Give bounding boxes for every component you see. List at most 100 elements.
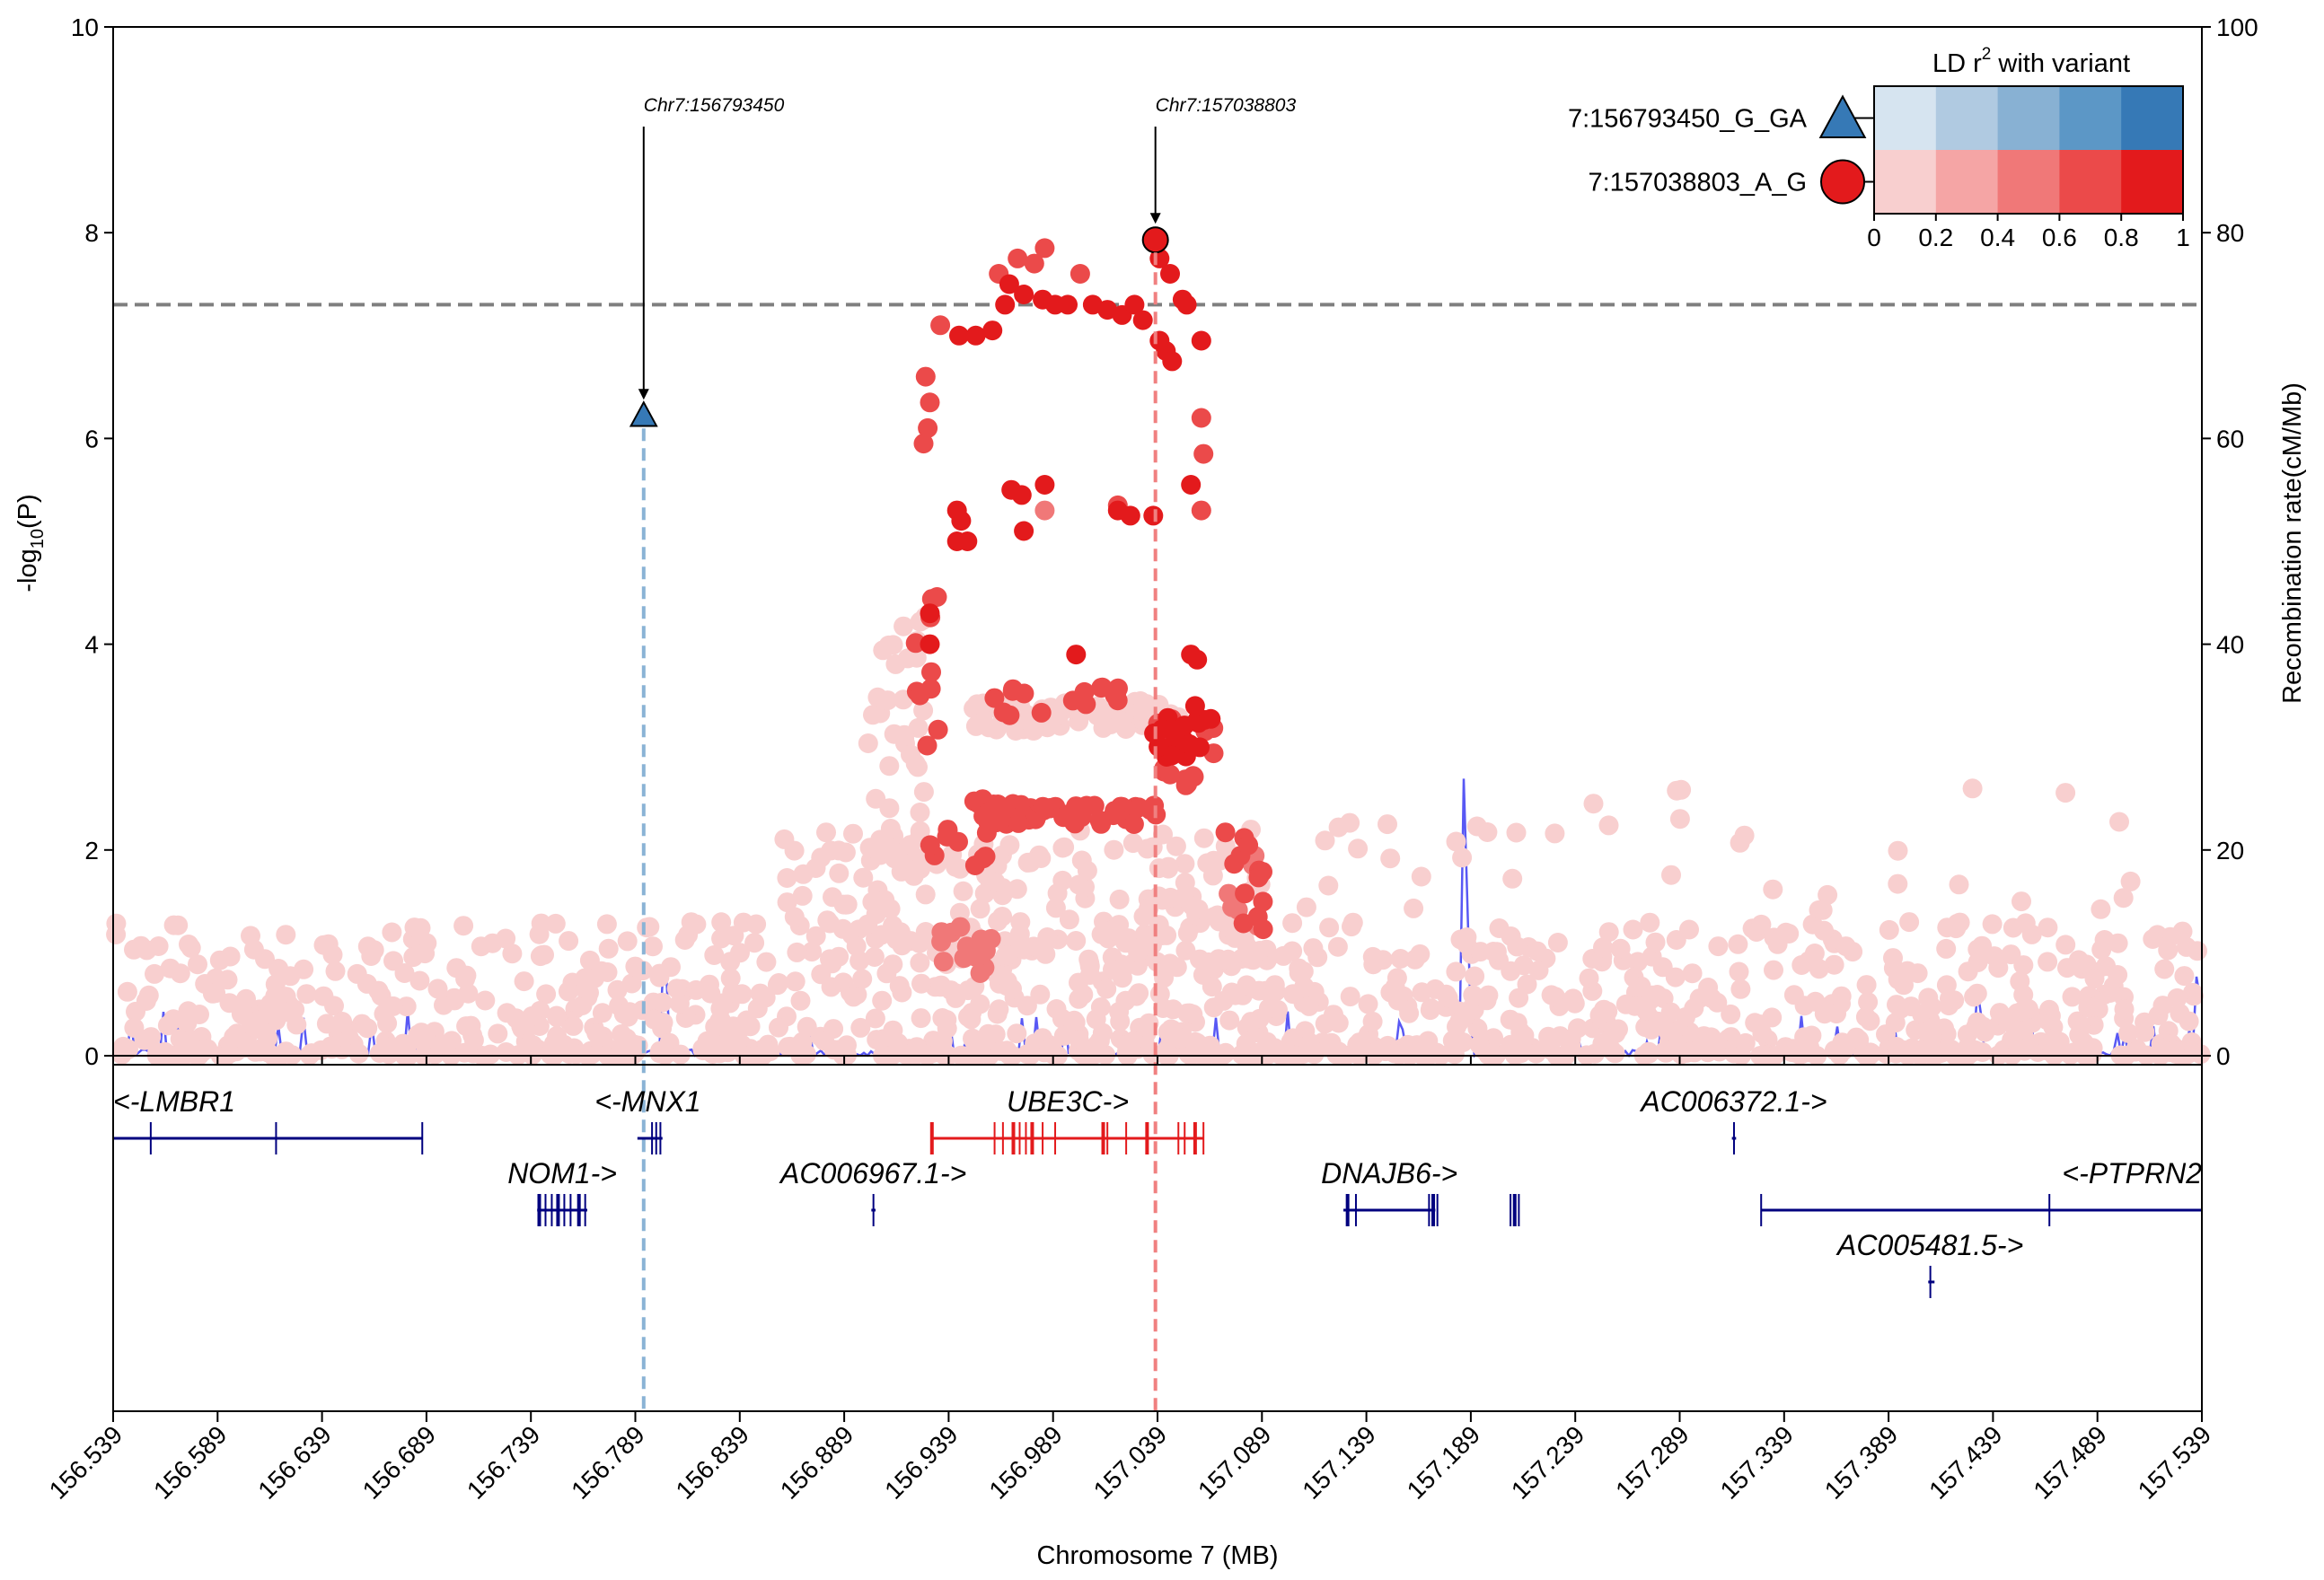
snp-circle [1002, 680, 1023, 701]
snp-circle [1241, 1012, 1261, 1032]
snp-circle [559, 931, 579, 952]
snp-circle [701, 1031, 722, 1052]
snp-circle [917, 735, 938, 756]
snp-circle [862, 891, 883, 912]
snp-circle [910, 933, 929, 953]
gene-track: <-LMBR1 <-MNX1 UBE3C-> AC006372.1-> NOM1-> AC… [113, 1085, 2202, 1298]
snp-circle [2057, 958, 2077, 979]
snp-circle [1936, 938, 1957, 959]
snp-circle [850, 1017, 871, 1038]
snp-circle [802, 942, 823, 962]
snp-circle [178, 1001, 198, 1022]
snp-circle [534, 944, 554, 965]
snp-circle [558, 981, 578, 1002]
snp-circle [1800, 1037, 1820, 1058]
snp-circle [1961, 1042, 1982, 1063]
snp-circle [984, 688, 1005, 708]
snp-circle [637, 917, 657, 938]
snp-circle [1783, 985, 1804, 1005]
snp-circle [2109, 812, 2129, 832]
snp-circle [545, 913, 566, 934]
snp-circle [846, 936, 867, 957]
gene-label: AC005481.5-> [1835, 1229, 2023, 1261]
snp-circle [872, 990, 893, 1011]
lead-variant-label: Chr7:157038803 [1156, 95, 1297, 116]
snp-circle [1122, 833, 1143, 854]
snp-circle [2002, 1030, 2022, 1050]
legend-color-cell [2059, 150, 2122, 214]
snp-circle [198, 1039, 218, 1059]
snp-circle [1215, 836, 1236, 856]
snp-circle [1039, 1038, 1060, 1058]
lead-variant-guides [641, 252, 1158, 1411]
snp-circle [1143, 505, 1164, 526]
snp-circle [1380, 848, 1401, 869]
snp-circle [1708, 936, 1729, 957]
snp-circle [837, 894, 858, 915]
snp-circle [777, 868, 797, 888]
snp-circle [982, 320, 1003, 341]
snp-circle [1235, 883, 1255, 904]
snp-circle [475, 990, 496, 1011]
snp-circle [572, 996, 593, 1015]
snp-circle [1647, 985, 1668, 1005]
y2-tick-label: 40 [2216, 631, 2244, 659]
snp-circle [866, 788, 886, 809]
gene-label: NOM1-> [507, 1157, 617, 1189]
snp-circle [1387, 990, 1408, 1011]
snp-circle [1191, 500, 1211, 521]
snp-circle [2040, 1033, 2061, 1054]
snp-circle [1941, 1040, 1961, 1060]
snp-circle [981, 928, 1001, 949]
snp-circle [1238, 835, 1259, 856]
snp-circle [937, 1010, 957, 1030]
snp-circle [2118, 1023, 2139, 1043]
snp-circle [383, 996, 403, 1016]
x-axis-title: Chromosome 7 (MB) [1036, 1541, 1278, 1570]
snp-circle [1107, 690, 1128, 711]
legend-color-cell [1874, 150, 1937, 214]
snp-circle [1465, 966, 1485, 987]
snp-circle [1598, 922, 1619, 943]
legend-color-cell [2121, 150, 2184, 214]
snp-circle [1949, 874, 1969, 895]
snp-circle [1113, 711, 1132, 732]
snp-circle [1805, 991, 1826, 1012]
snp-circle [915, 366, 936, 387]
snp-circle [920, 603, 940, 624]
snp-circle [990, 1040, 1011, 1061]
snp-circle [1045, 898, 1066, 918]
snp-circle [124, 1017, 145, 1038]
snp-circle [2038, 917, 2058, 938]
snp-circle [958, 1006, 978, 1027]
lead-variant-label: Chr7:156793450 [644, 95, 785, 116]
gene-label: AC006372.1-> [1639, 1085, 1827, 1118]
snp-circle [858, 733, 878, 753]
snp-circle [1390, 949, 1411, 969]
snp-circle [967, 694, 988, 715]
snp-circle [592, 1003, 612, 1023]
snp-circle [979, 717, 999, 738]
snp-circle [820, 949, 840, 970]
snp-circle [1378, 814, 1397, 835]
snp-circle [1030, 984, 1051, 1005]
snp-circle [877, 690, 898, 711]
lead-variant-markers: Chr7:156793450 Chr7:157038803 [629, 95, 1297, 427]
snp-circle [1120, 505, 1140, 526]
snp-circle [811, 964, 832, 985]
snp-circle [1818, 884, 1838, 905]
snp-circle [496, 1042, 516, 1062]
snp-circle [2158, 940, 2179, 961]
snp-circle [1202, 865, 1223, 886]
snp-circle [502, 944, 523, 964]
snp-circle [792, 1031, 813, 1052]
snp-circle [313, 986, 334, 1006]
snp-circle [1070, 264, 1090, 284]
snp-circle [843, 987, 864, 1007]
snp-circle [1645, 932, 1666, 952]
snp-circle [769, 973, 789, 993]
snp-circle [268, 959, 289, 979]
snp-circle [843, 823, 863, 844]
snp-circle [1253, 862, 1272, 882]
snp-circle [985, 872, 1006, 892]
